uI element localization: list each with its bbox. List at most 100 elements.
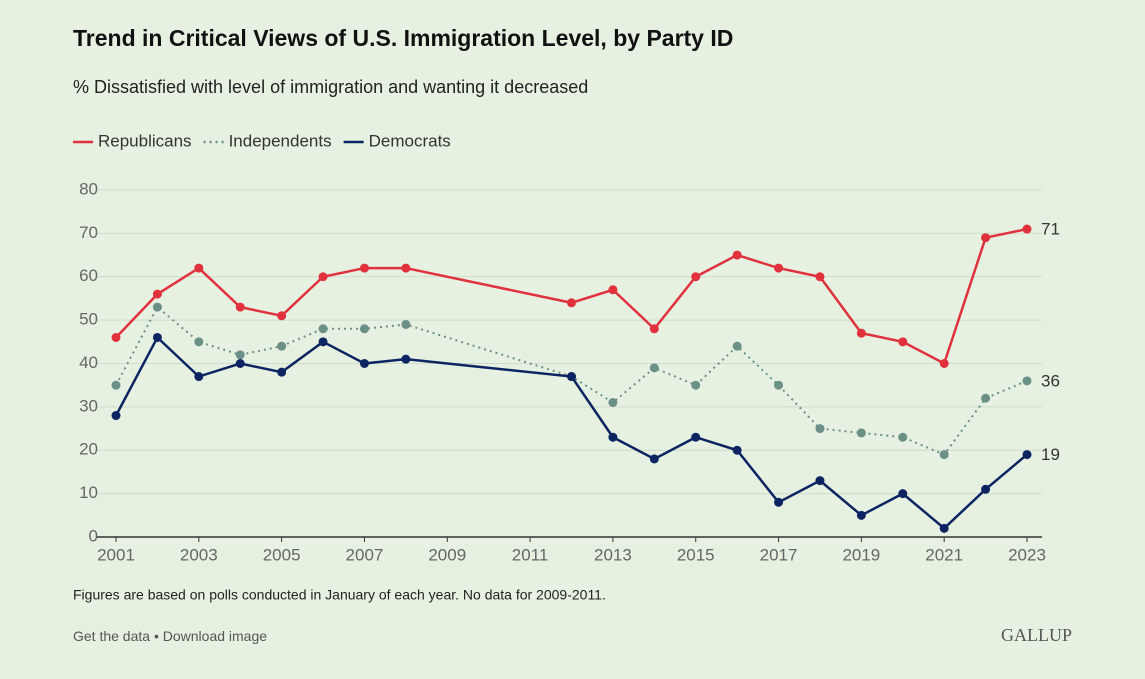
x-tick-label: 2023 [1008,545,1046,564]
data-point [608,285,618,295]
link[interactable]: Get the data [73,628,150,644]
data-point [401,319,411,329]
data-point [152,332,162,342]
data-point [359,359,369,368]
series-line [114,335,1028,530]
data-point [194,372,204,382]
x-tick-label: 2021 [925,545,963,564]
data-point [359,324,369,334]
data-point [401,354,411,364]
legend-label: Republicans [98,131,192,150]
x-tick-label: 2015 [677,545,715,564]
series-line [115,305,1028,456]
chart-title: Trend in Critical Views of U.S. Immigrat… [73,25,733,51]
data-point [732,445,742,455]
footer-links: Get the data • Download image [73,628,267,644]
data-point [815,272,825,282]
data-point [401,263,411,273]
data-point [567,372,576,382]
data-point [567,298,576,308]
data-point [691,380,701,390]
data-point [277,311,287,321]
y-tick-label: 30 [79,396,98,415]
data-point [235,359,245,368]
data-point [277,341,287,351]
data-point [194,263,204,273]
y-tick-label: 60 [79,266,98,285]
end-label: 36 [1041,371,1060,390]
data-point [111,411,121,421]
data-point [318,272,328,282]
data-point [608,398,618,408]
legend-label: Independents [229,131,332,150]
x-tick-label: 2005 [263,545,301,564]
data-point [235,302,245,312]
data-point [981,484,991,494]
data-point [856,510,866,520]
chart-subtitle: % Dissatisfied with level of immigration… [73,77,588,97]
y-tick-label: 10 [79,483,98,502]
data-point [815,476,825,486]
data-point [1022,450,1032,460]
x-tick-label: 2017 [760,545,798,564]
data-point [856,328,866,338]
data-point [774,263,784,273]
data-point [608,432,618,442]
link[interactable]: Download image [163,628,267,644]
x-tick-label: 2019 [842,545,880,564]
end-label: 71 [1041,220,1060,239]
data-point [981,233,991,243]
x-tick-label: 2009 [428,545,466,564]
x-tick-label: 2001 [97,545,135,564]
y-tick-label: 40 [79,353,98,372]
data-point [981,393,991,403]
legend-label: Democrats [369,131,451,150]
x-tick-label: 2007 [346,545,384,564]
x-tick-label: 2013 [594,545,632,564]
data-point [774,380,784,390]
data-point [235,350,245,360]
data-point [815,424,825,434]
data-point [732,341,742,351]
x-tick-label: 2011 [512,545,549,564]
data-point [277,367,287,377]
data-point [359,263,369,273]
series-line [115,227,1028,366]
data-point [649,324,659,334]
y-tick-label: 70 [79,223,98,242]
data-point [856,428,866,438]
data-point [939,359,949,368]
y-tick-label: 20 [79,440,98,459]
data-point [732,250,742,260]
data-point [1022,376,1032,386]
x-tick-label: 2003 [180,545,218,564]
separator: • [154,628,159,644]
note: Figures are based on polls conducted in … [73,587,606,603]
data-point [649,363,659,373]
data-point [939,450,949,460]
data-point [898,432,908,442]
data-point [691,272,701,282]
end-label: 19 [1041,445,1060,464]
data-point [111,332,121,342]
data-point [152,302,162,312]
data-point [1022,224,1032,234]
data-point [152,289,162,299]
data-point [939,523,949,533]
data-point [898,489,908,499]
data-point [898,337,908,347]
data-point [774,497,784,507]
brand-logo: GALLUP [1001,625,1072,645]
data-point [318,324,328,334]
y-tick-label: 80 [79,179,98,198]
data-point [318,337,328,347]
data-point [649,454,659,464]
data-point [194,337,204,347]
data-point [691,432,701,442]
y-tick-label: 50 [79,310,98,329]
data-point [111,380,121,390]
y-tick-label: 0 [89,526,98,545]
